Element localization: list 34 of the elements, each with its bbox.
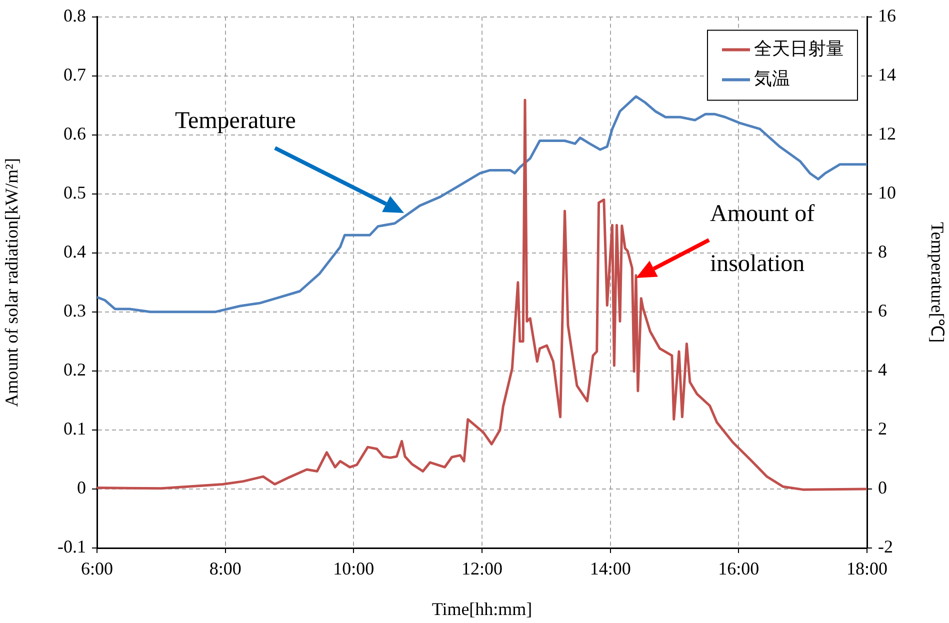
y-tick-label: -0.1: [58, 536, 86, 557]
y2-tick-label: 2: [878, 418, 887, 439]
y-tick-label: 0.5: [64, 182, 86, 203]
legend-label: 気温: [754, 68, 790, 90]
y2-tick-label: 0: [878, 478, 887, 498]
annotation: Temperature: [175, 108, 296, 134]
y-tick-label: 0.8: [64, 6, 86, 26]
y-tick-label: 0.6: [64, 124, 86, 144]
y2-tick-label: 14: [878, 64, 896, 85]
y2-axis-title: Temperature[℃]: [927, 222, 948, 343]
x-tick-label: 18:00: [846, 558, 888, 579]
y-tick-label: 0.1: [64, 418, 86, 439]
y2-tick-label: 4: [878, 360, 887, 380]
x-tick-label: 6:00: [80, 558, 114, 579]
y-tick-label: 0.4: [64, 242, 86, 262]
y-tick-label: 0.3: [64, 300, 86, 321]
x-tick-label: 16:00: [718, 558, 760, 579]
legend-label: 全天日射量: [754, 38, 844, 60]
x-axis-title: Time[hh:mm]: [432, 598, 532, 619]
y2-tick-label: -2: [878, 536, 893, 557]
x-tick-label: 12:00: [461, 558, 503, 579]
x-tick-label: 10:00: [333, 558, 374, 579]
y2-tick-label: 10: [878, 182, 896, 203]
annotation: Amount of insolation: [710, 201, 815, 278]
y-axis-title: Amount of solar radiation[kW/m²]: [2, 158, 22, 407]
y2-tick-label: 6: [878, 300, 887, 321]
y-tick-label: 0.2: [64, 360, 86, 380]
y2-tick-label: 8: [878, 242, 887, 262]
y2-tick-label: 12: [878, 124, 896, 144]
y-tick-label: 0: [77, 478, 86, 498]
y-tick-label: 0.7: [64, 64, 86, 85]
y2-tick-label: 16: [878, 6, 896, 26]
x-tick-label: 14:00: [590, 558, 631, 579]
x-tick-label: 8:00: [209, 558, 242, 579]
